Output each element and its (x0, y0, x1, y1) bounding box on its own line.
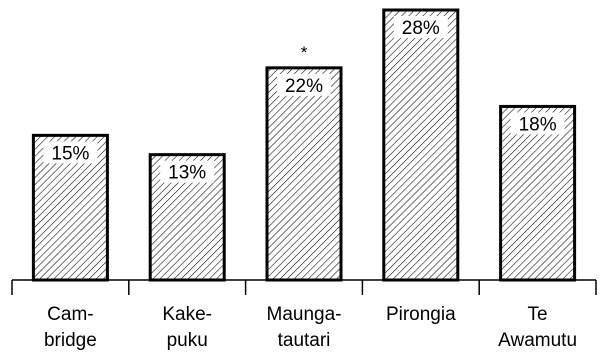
bar-annotation: * (301, 43, 308, 62)
bar-value-label: 28% (402, 18, 440, 39)
value-label-bg (43, 141, 98, 164)
x-tick-label: Maunga-tautari (267, 304, 342, 351)
x-tick-label: Kake-puku (162, 304, 212, 351)
x-tick-label-line: Maunga- (267, 304, 342, 325)
bar (382, 8, 460, 282)
bars-group: 15% 13% 22% 28% 18% * (31, 8, 577, 282)
x-tick-label-line: Pirongia (386, 304, 456, 325)
x-tick-label-line: tautari (278, 330, 331, 351)
bar-value-label: 22% (285, 76, 323, 97)
x-tick-label-line: Cam- (47, 304, 93, 325)
x-tick-label-line: Te (528, 304, 548, 325)
x-ticks-group (11, 280, 597, 295)
bar-value-label: 18% (519, 114, 557, 135)
x-tick-label-line: Kake- (162, 304, 212, 325)
bar-value-label: 15% (51, 143, 89, 164)
x-tick-labels-group: Cam-bridge Kake-puku Maunga-tautari Pirongi… (44, 304, 577, 351)
x-tick-label: Cam-bridge (44, 304, 97, 351)
x-tick-label: Pirongia (386, 304, 456, 325)
x-tick-label-line: Awamutu (498, 330, 577, 351)
x-tick-label-line: puku (167, 330, 208, 351)
bar-value-label: 13% (168, 163, 206, 184)
value-label-bg (510, 112, 565, 135)
x-tick-label: Te Awamutu (498, 304, 577, 351)
bar (499, 104, 577, 282)
bar (265, 66, 343, 282)
value-label-bg (160, 160, 215, 183)
x-tick-label-line: bridge (44, 330, 97, 351)
value-label-bg (277, 73, 331, 96)
value-label-bg (393, 16, 448, 38)
